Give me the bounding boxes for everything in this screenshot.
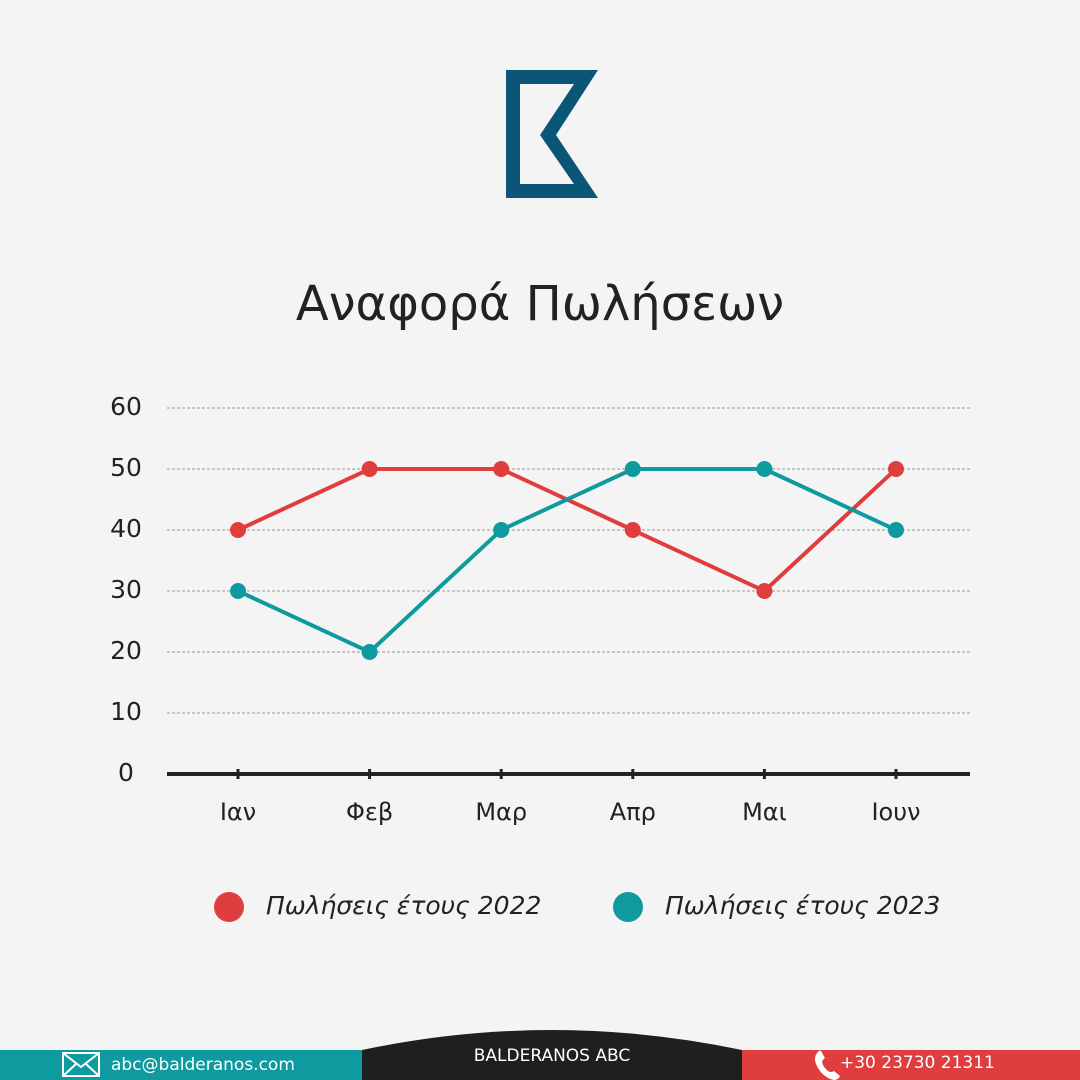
footer-band: [742, 1050, 1080, 1080]
point: [230, 522, 246, 538]
y-tick-label: 20: [110, 636, 142, 665]
y-tick-label: 60: [110, 392, 142, 421]
legend-marker: [214, 892, 244, 922]
phone-icon: [815, 1050, 840, 1080]
x-tick-label: Απρ: [610, 798, 656, 826]
legend-marker: [613, 892, 643, 922]
y-tick-label: 0: [118, 758, 134, 787]
point: [361, 461, 378, 477]
footer-company: BALDERANOS ABC: [474, 1046, 631, 1066]
footer-email: abc@balderanos.com: [111, 1055, 295, 1075]
mail-icon: [62, 1052, 100, 1077]
point: [888, 461, 904, 477]
chart-title: Αναφορά Πωλήσεων: [296, 276, 784, 332]
line: [237, 467, 897, 655]
x-tick-label: Ιαν: [220, 798, 256, 826]
x-tick-label: Μαρ: [475, 798, 527, 826]
point: [493, 522, 510, 538]
legend-label: Πωλήσεις έτους 2022: [266, 891, 541, 920]
point: [624, 461, 641, 477]
x-tick-label: Ιουν: [871, 798, 920, 826]
point: [756, 583, 773, 599]
legend-label: Πωλήσεις έτους 2023: [665, 891, 940, 920]
legend: Πωλήσεις έτους 2022 Πωλήσεις έτους 2023: [214, 891, 940, 922]
footer-band: [0, 1050, 362, 1080]
logo: [506, 70, 598, 198]
point: [756, 461, 773, 477]
point: [888, 522, 904, 538]
x-tick-label: Φεβ: [346, 798, 393, 826]
point: [624, 522, 641, 538]
footer-band: [362, 1030, 742, 1080]
y-tick-label: 50: [110, 453, 142, 482]
point: [230, 583, 246, 599]
y-tick-label: 30: [110, 575, 142, 604]
y-tick-label: 10: [110, 697, 142, 726]
y-tick-label: 40: [110, 514, 142, 543]
point: [493, 461, 510, 477]
footer-phone: +30 23730 21311: [840, 1053, 995, 1073]
point: [361, 644, 378, 660]
x-tick-label: Μαι: [742, 798, 787, 826]
